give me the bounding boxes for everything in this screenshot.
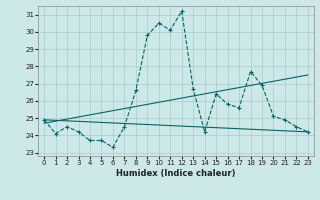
X-axis label: Humidex (Indice chaleur): Humidex (Indice chaleur) [116, 169, 236, 178]
